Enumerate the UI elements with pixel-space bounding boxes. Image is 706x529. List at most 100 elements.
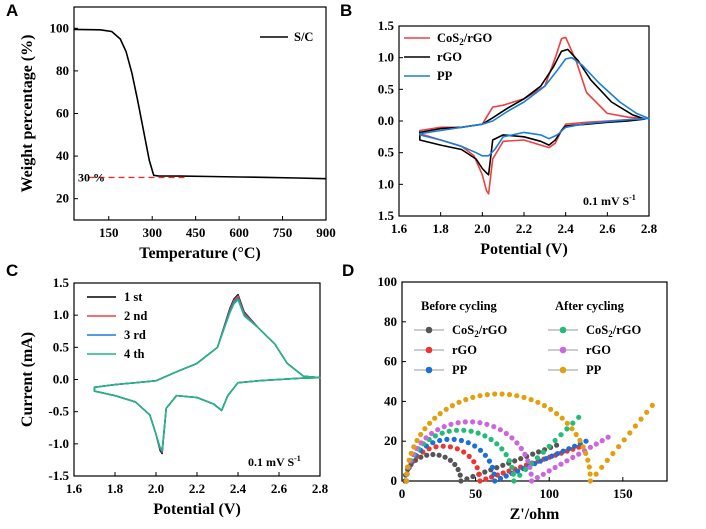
eis-point <box>632 423 639 429</box>
eis-point <box>499 446 505 452</box>
legend-marker <box>425 346 433 354</box>
eis-point <box>432 433 438 439</box>
eis-point <box>534 455 541 461</box>
eis-point <box>546 443 552 449</box>
x-tick-label: 750 <box>273 225 293 240</box>
panel-c-chart: 1.6 1.8 2.0 2.2 2.4 2.6 2.8 1.5 1.0 0.5 0.0 -0.5 -1.… <box>19 275 329 518</box>
y-tick-label: 1.5 <box>378 18 395 33</box>
eis-point <box>454 446 460 452</box>
eis-point <box>554 411 560 417</box>
y-tick-label: 1.5 <box>53 275 70 290</box>
eis-point <box>483 476 489 482</box>
eis-point <box>509 435 515 441</box>
eis-point <box>492 478 498 484</box>
x-axis-title: Potential (V) <box>480 241 568 258</box>
eis-point <box>599 464 605 470</box>
series-line-s-c <box>73 28 327 180</box>
y-tick-label: 80 <box>384 314 397 329</box>
eis-point <box>580 444 586 450</box>
x-tick-label: 2.6 <box>271 481 288 496</box>
eis-point <box>423 435 429 441</box>
eis-point <box>461 427 467 433</box>
panel-letter-d: D <box>342 261 354 280</box>
x-tick-label: 2.2 <box>189 481 205 496</box>
eis-point <box>405 464 411 470</box>
eis-point <box>430 440 436 446</box>
eis-point <box>530 451 536 457</box>
eis-point <box>458 478 464 484</box>
y-tick-label: 80 <box>56 63 69 78</box>
scan-rate-annotation: 0.1 mV S-1 <box>583 193 636 208</box>
eis-point <box>541 403 548 409</box>
eis-point <box>549 453 555 459</box>
x-tick-label: 50 <box>469 486 482 501</box>
eis-point <box>560 448 566 454</box>
x-tick-label: 150 <box>99 225 119 240</box>
eis-point <box>573 431 579 438</box>
x-tick-label: 1.6 <box>66 481 83 496</box>
y-tick-label: 60 <box>56 106 69 121</box>
eis-point <box>457 472 463 478</box>
y-tick-label: 0.0 <box>53 372 69 387</box>
eis-point <box>535 399 541 405</box>
x-tick-label: 1.8 <box>107 481 124 496</box>
eis-point <box>570 454 576 460</box>
eis-point <box>540 471 546 477</box>
eis-point <box>511 478 517 484</box>
eis-point <box>482 433 488 439</box>
y-axis-title: Weight percentage (%) <box>19 35 36 193</box>
x-tick-label: 100 <box>539 486 559 501</box>
eis-point <box>515 468 521 474</box>
panel-letter-a: A <box>6 1 18 20</box>
y-tick-label: 100 <box>50 20 70 35</box>
eis-point <box>414 437 420 444</box>
y-tick-label: 1.0 <box>378 50 394 65</box>
eis-point <box>605 434 611 440</box>
eis-point <box>470 394 476 400</box>
eis-point <box>587 471 593 477</box>
eis-point <box>476 471 482 477</box>
eis-point <box>627 430 633 436</box>
eis-point <box>406 457 412 463</box>
eis-point <box>517 472 523 478</box>
eis-point <box>518 456 524 462</box>
eis-point <box>564 426 570 432</box>
eis-point <box>466 453 472 459</box>
eis-point <box>583 450 589 456</box>
eis-point <box>403 478 409 484</box>
eis-point <box>488 436 494 443</box>
eis-point <box>408 450 414 456</box>
eis-point <box>455 466 461 473</box>
legend-group-after: After cycling <box>555 299 625 313</box>
eis-point <box>616 444 622 450</box>
eis-point <box>593 471 599 477</box>
eis-point <box>437 437 443 444</box>
cv-curve-pp <box>419 56 650 157</box>
eis-point <box>418 431 424 438</box>
eis-point <box>564 420 570 426</box>
eis-point <box>465 440 471 446</box>
scan-rate-annotation: 0.1 mV S-1 <box>248 454 301 469</box>
eis-point <box>437 411 443 417</box>
eis-point <box>534 475 541 481</box>
eis-point <box>463 397 469 403</box>
panel-letter-b: B <box>340 1 352 20</box>
y-tick-label: -0.5 <box>48 404 69 419</box>
eis-point <box>593 441 599 447</box>
eis-point <box>570 420 576 426</box>
eis-point <box>441 424 447 430</box>
eis-point <box>537 458 544 464</box>
eis-point <box>424 452 430 458</box>
eis-point <box>558 432 564 438</box>
eis-point <box>477 447 484 453</box>
eis-point <box>552 437 558 444</box>
eis-point <box>494 465 500 471</box>
x-axis-title: Temperature (°C) <box>139 245 260 262</box>
y-tick-label: -1.5 <box>48 468 69 483</box>
panel-b-chart: 1.6 1.8 2.0 2.2 2.4 2.6 2.8 1.5 1.0 0.5 0.0 0.5 1.0 1… <box>378 18 658 258</box>
eis-point <box>458 437 464 444</box>
eis-point <box>552 464 558 471</box>
y-tick-label: 40 <box>384 393 397 408</box>
legend-marker <box>559 326 567 334</box>
